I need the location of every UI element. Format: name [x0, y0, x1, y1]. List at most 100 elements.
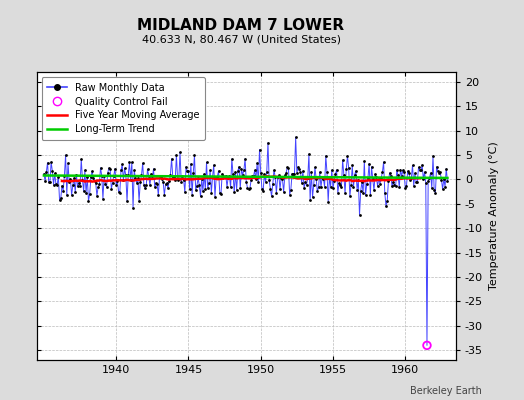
Point: [295, 166, 303, 172]
Point: [302, 182, 311, 188]
Point: [428, 185, 436, 192]
Point: [95, 181, 104, 188]
Point: [293, 170, 301, 176]
Point: [406, 176, 414, 183]
Point: [430, 187, 439, 194]
Point: [270, 167, 278, 173]
Point: [52, 181, 60, 188]
Point: [308, 194, 316, 200]
Point: [408, 162, 417, 168]
Point: [69, 182, 77, 188]
Point: [117, 167, 125, 174]
Point: [176, 149, 184, 156]
Point: [84, 198, 93, 204]
Point: [395, 184, 403, 190]
Point: [300, 185, 308, 191]
Point: [286, 191, 294, 198]
Point: [40, 171, 48, 177]
Point: [227, 156, 236, 162]
Point: [116, 189, 124, 196]
Point: [264, 140, 272, 146]
Point: [41, 178, 49, 184]
Point: [42, 169, 50, 176]
Point: [258, 186, 266, 192]
Point: [354, 177, 363, 183]
Point: [427, 170, 435, 176]
Point: [301, 179, 310, 185]
Point: [226, 184, 235, 190]
Point: [307, 169, 315, 175]
Point: [235, 164, 243, 170]
Point: [296, 169, 304, 176]
Point: [242, 179, 250, 185]
Text: Berkeley Earth: Berkeley Earth: [410, 386, 482, 396]
Point: [162, 180, 171, 186]
Point: [185, 186, 194, 192]
Point: [392, 167, 401, 173]
Point: [90, 178, 99, 184]
Point: [169, 174, 177, 181]
Point: [187, 161, 195, 167]
Point: [181, 189, 189, 196]
Point: [365, 160, 373, 167]
Point: [352, 168, 360, 174]
Point: [243, 184, 252, 191]
Point: [359, 190, 367, 196]
Point: [435, 169, 443, 176]
Point: [81, 167, 89, 174]
Point: [237, 166, 246, 172]
Point: [317, 184, 325, 191]
Point: [437, 176, 445, 183]
Point: [59, 187, 68, 194]
Point: [110, 172, 118, 179]
Point: [148, 175, 157, 182]
Point: [114, 188, 123, 195]
Point: [93, 192, 101, 199]
Point: [108, 180, 117, 186]
Point: [166, 172, 174, 178]
Point: [57, 195, 65, 202]
Point: [320, 183, 329, 190]
Point: [306, 197, 314, 203]
Point: [140, 182, 148, 188]
Point: [312, 176, 320, 182]
Point: [231, 169, 239, 175]
Point: [153, 180, 161, 187]
Point: [47, 159, 56, 165]
Point: [377, 175, 385, 181]
Point: [413, 178, 421, 185]
Point: [412, 178, 420, 185]
Point: [96, 164, 105, 171]
Point: [178, 173, 187, 179]
Point: [298, 180, 306, 186]
Point: [201, 186, 210, 193]
Point: [137, 172, 146, 179]
Point: [58, 182, 66, 189]
Point: [363, 181, 371, 188]
Point: [179, 176, 188, 183]
Point: [440, 175, 448, 182]
Point: [138, 160, 147, 166]
Point: [246, 185, 254, 192]
Point: [136, 179, 145, 185]
Point: [118, 161, 126, 168]
Point: [152, 180, 160, 186]
Point: [77, 156, 85, 162]
Point: [241, 155, 249, 162]
Point: [340, 172, 348, 178]
Point: [344, 165, 353, 171]
Point: [313, 188, 322, 194]
Point: [194, 175, 202, 182]
Point: [126, 176, 135, 183]
Point: [145, 172, 153, 179]
Point: [211, 194, 219, 200]
Point: [411, 170, 419, 176]
Point: [362, 192, 370, 198]
Point: [351, 171, 359, 178]
Point: [431, 190, 440, 196]
Point: [129, 205, 137, 211]
Point: [290, 170, 299, 177]
Point: [66, 176, 74, 182]
Point: [99, 196, 107, 202]
Point: [382, 203, 390, 210]
